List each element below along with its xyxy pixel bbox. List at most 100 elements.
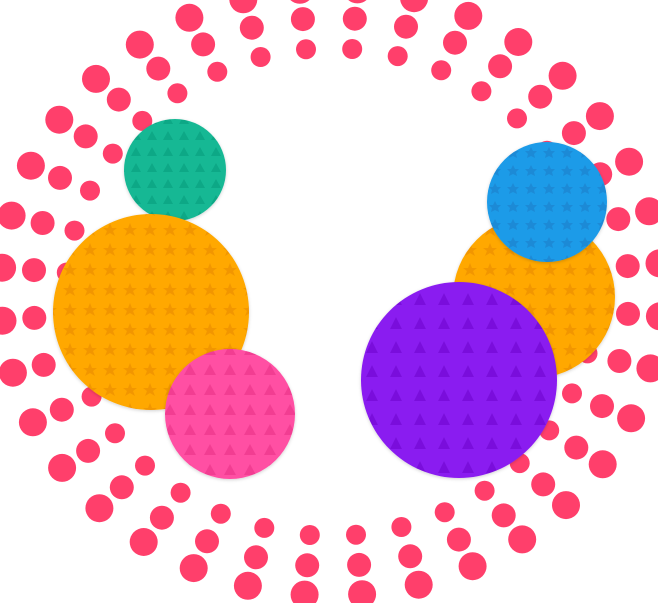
burst-dot bbox=[105, 423, 125, 444]
burst-dot bbox=[106, 87, 131, 112]
burst-dot bbox=[561, 121, 586, 146]
burst-dot bbox=[607, 349, 632, 373]
burst-dot bbox=[645, 302, 658, 331]
burst-dot bbox=[615, 254, 640, 279]
burst-dot bbox=[80, 180, 100, 201]
burst-dot bbox=[82, 64, 110, 93]
burst-dot bbox=[64, 220, 85, 241]
burst-dot bbox=[48, 165, 72, 190]
burst-dot bbox=[299, 525, 320, 545]
burst-dot bbox=[167, 83, 188, 104]
burst-dot bbox=[229, 0, 258, 14]
burst-dot bbox=[531, 472, 556, 497]
burst-dot bbox=[244, 545, 268, 570]
burst-dot bbox=[175, 3, 204, 32]
burst-dot bbox=[210, 503, 231, 524]
burst-dot bbox=[129, 528, 158, 556]
burst-dot bbox=[30, 211, 55, 235]
burst-dot bbox=[590, 394, 614, 419]
burst-dot bbox=[504, 28, 533, 56]
burst-dot bbox=[585, 102, 614, 131]
burst-dot bbox=[146, 56, 171, 81]
burst-dot bbox=[491, 503, 516, 528]
burst-dot bbox=[207, 61, 228, 82]
burst-dot bbox=[296, 39, 316, 60]
burst-dot bbox=[18, 408, 47, 437]
burst-dot bbox=[342, 6, 367, 31]
burst-dot bbox=[102, 143, 123, 164]
burst-dot bbox=[562, 383, 582, 404]
burst-dot bbox=[73, 124, 98, 149]
burst-dot bbox=[391, 517, 412, 537]
burst-dot bbox=[474, 480, 495, 501]
burst-dot bbox=[458, 552, 487, 581]
burst-dot bbox=[394, 14, 418, 39]
purple-ball[interactable] bbox=[361, 282, 557, 478]
burst-dot bbox=[48, 453, 77, 482]
burst-dot bbox=[295, 553, 320, 578]
burst-dot bbox=[290, 580, 319, 603]
burst-dot bbox=[454, 1, 483, 30]
burst-dot bbox=[548, 61, 577, 90]
burst-dot bbox=[109, 475, 134, 500]
burst-dot bbox=[76, 438, 101, 463]
burst-dot bbox=[616, 301, 640, 326]
green-ball[interactable] bbox=[124, 119, 226, 221]
burst-dot bbox=[387, 46, 408, 67]
burst-dot bbox=[233, 571, 262, 600]
burst-dot bbox=[615, 147, 644, 176]
burst-dot bbox=[588, 450, 617, 479]
burst-dot bbox=[404, 570, 433, 599]
blue-ball[interactable] bbox=[487, 142, 607, 262]
burst-dot bbox=[85, 494, 114, 523]
burst-dot bbox=[22, 258, 46, 283]
burst-dot bbox=[132, 110, 153, 131]
burst-dot bbox=[239, 15, 264, 40]
burst-dot bbox=[443, 30, 467, 55]
burst-dot bbox=[346, 524, 366, 545]
burst-dot bbox=[434, 502, 455, 523]
burst-dot bbox=[125, 30, 154, 59]
pink-ball[interactable] bbox=[165, 349, 295, 479]
burst-dot bbox=[617, 404, 646, 433]
burst-dot bbox=[170, 482, 191, 503]
burst-dot bbox=[254, 517, 275, 538]
burst-dot bbox=[195, 529, 219, 554]
burst-dot bbox=[347, 552, 372, 577]
burst-dot bbox=[149, 505, 174, 530]
burst-dot bbox=[446, 527, 471, 552]
burst-dot bbox=[31, 352, 56, 377]
burst-dot bbox=[0, 306, 17, 335]
burst-dot bbox=[0, 253, 17, 282]
burst-dot bbox=[645, 249, 658, 278]
burst-dot bbox=[290, 7, 315, 32]
burst-dot bbox=[22, 305, 47, 330]
burst-dot bbox=[290, 0, 310, 4]
burst-dot bbox=[0, 358, 27, 387]
burst-dot bbox=[348, 0, 367, 4]
burst-dot bbox=[636, 354, 658, 383]
burst-dot bbox=[400, 0, 428, 13]
burst-dot bbox=[0, 201, 26, 230]
burst-dot bbox=[528, 84, 553, 109]
burst-dot bbox=[471, 81, 492, 102]
burst-dot bbox=[250, 47, 271, 67]
burst-dot bbox=[191, 32, 216, 57]
burst-dot bbox=[179, 554, 208, 583]
burst-dot bbox=[45, 105, 74, 134]
burst-dot bbox=[564, 435, 589, 460]
burst-dot bbox=[16, 151, 45, 180]
burst-dot bbox=[507, 108, 527, 129]
burst-dot bbox=[342, 39, 363, 59]
burst-dot bbox=[635, 197, 658, 226]
burst-dot bbox=[606, 207, 631, 232]
burst-dot bbox=[508, 525, 537, 554]
burst-dot bbox=[552, 491, 580, 520]
burst-dot bbox=[488, 54, 513, 79]
burst-dot bbox=[135, 455, 155, 476]
burst-dot bbox=[49, 397, 74, 422]
burst-dot bbox=[431, 60, 452, 81]
burst-dot bbox=[348, 580, 377, 603]
